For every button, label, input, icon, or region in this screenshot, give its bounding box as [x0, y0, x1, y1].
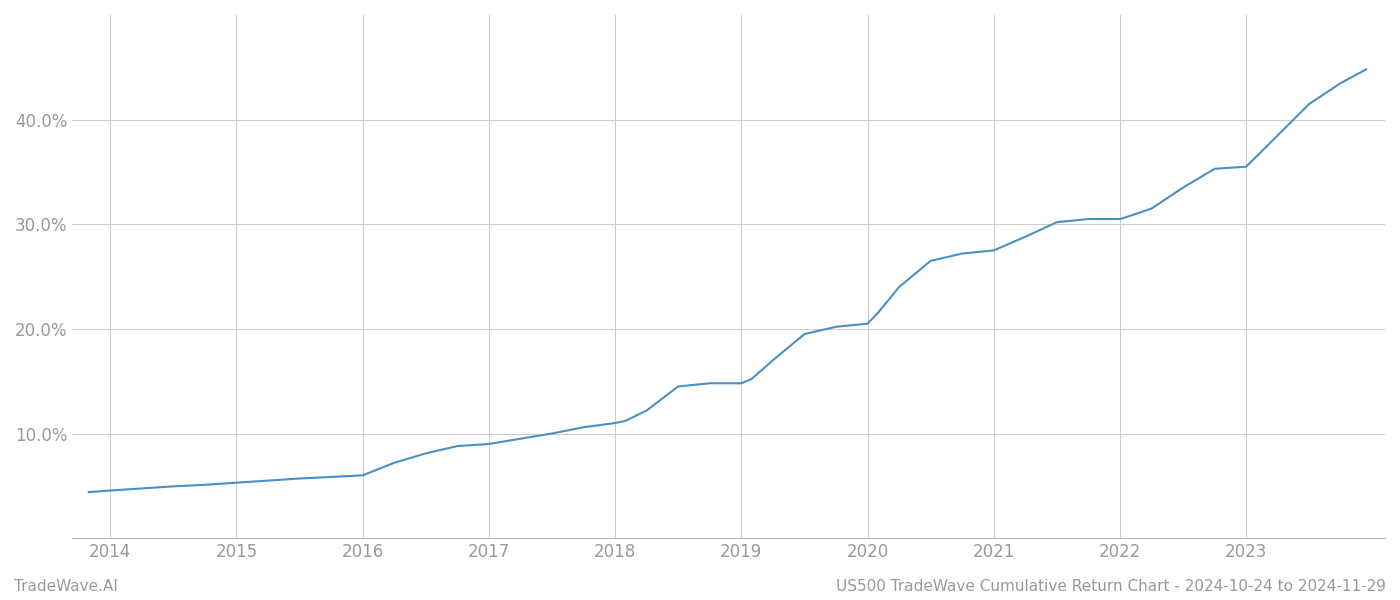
- Text: US500 TradeWave Cumulative Return Chart - 2024-10-24 to 2024-11-29: US500 TradeWave Cumulative Return Chart …: [836, 579, 1386, 594]
- Text: TradeWave.AI: TradeWave.AI: [14, 579, 118, 594]
